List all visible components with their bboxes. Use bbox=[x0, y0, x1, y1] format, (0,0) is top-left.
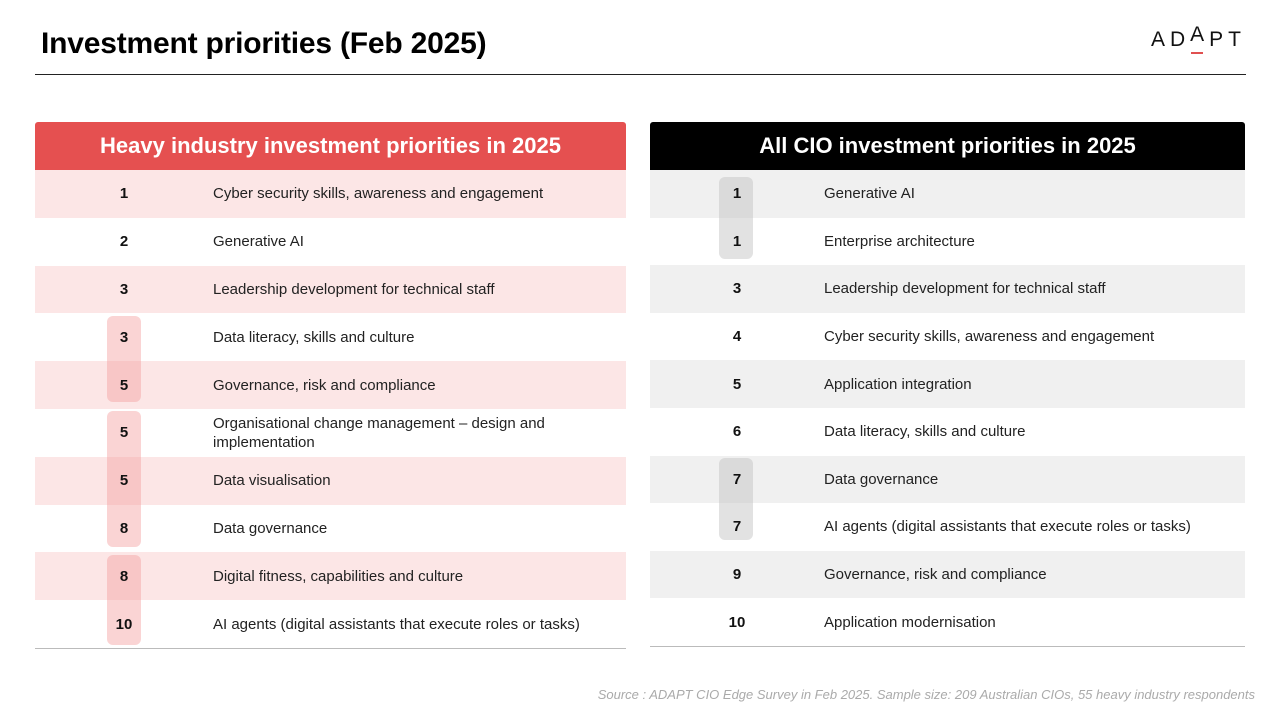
logo-letter: A bbox=[1150, 28, 1170, 51]
priority-label: Data literacy, skills and culture bbox=[213, 328, 415, 346]
tie-highlight bbox=[107, 411, 141, 547]
logo-letter: P bbox=[1209, 28, 1229, 51]
priority-label: Enterprise architecture bbox=[824, 232, 975, 250]
all-cio-panel: All CIO investment priorities in 2025 1 … bbox=[650, 122, 1245, 647]
rank-value: 7 bbox=[732, 518, 742, 536]
rank-value: 7 bbox=[732, 470, 742, 488]
rank-value: 10 bbox=[728, 613, 746, 631]
all-cio-table: 1 Generative AI 1 Enterprise architectur… bbox=[650, 170, 1245, 647]
priority-label: Cyber security skills, awareness and eng… bbox=[824, 328, 1155, 346]
logo-letter-accent: A bbox=[1190, 23, 1209, 54]
priority-label: Data visualisation bbox=[213, 472, 331, 490]
table-row: 8 Data governance bbox=[35, 505, 626, 553]
table-row: 1 Generative AI bbox=[650, 170, 1245, 218]
table-row: 7 Data governance bbox=[650, 455, 1245, 504]
table-row: 3 Data literacy, skills and culture bbox=[35, 313, 626, 361]
priority-label: Application modernisation bbox=[824, 613, 996, 631]
heavy-industry-panel: Heavy industry investment priorities in … bbox=[35, 122, 626, 649]
rank-value: 4 bbox=[732, 328, 742, 346]
rank-value: 3 bbox=[732, 280, 742, 298]
rank-value: 9 bbox=[732, 566, 742, 584]
rank-value: 8 bbox=[119, 519, 129, 537]
rank-value: 1 bbox=[119, 185, 129, 203]
table-row: 2 Generative AI bbox=[35, 218, 626, 266]
tie-highlight bbox=[719, 458, 753, 540]
priority-label: Data governance bbox=[213, 519, 328, 537]
priority-label: Application integration bbox=[824, 375, 972, 393]
logo-accent-bar bbox=[1191, 52, 1204, 54]
adapt-logo: A D A P T bbox=[1150, 23, 1246, 54]
priority-label: Data governance bbox=[824, 470, 939, 488]
title-divider bbox=[35, 74, 1246, 75]
table-bottom-rule bbox=[650, 645, 1245, 647]
priority-label: Generative AI bbox=[213, 233, 304, 251]
rank-value: 5 bbox=[119, 376, 129, 394]
priority-label: Digital fitness, capabilities and cultur… bbox=[213, 567, 464, 585]
priority-label: AI agents (digital assistants that execu… bbox=[824, 518, 1191, 536]
page-title: Investment priorities (Feb 2025) bbox=[41, 27, 487, 60]
tie-highlight bbox=[107, 316, 141, 402]
source-footnote: Source : ADAPT CIO Edge Survey in Feb 20… bbox=[597, 687, 1255, 702]
table-row: 8 Digital fitness, capabilities and cult… bbox=[35, 552, 626, 601]
rank-value: 3 bbox=[119, 328, 129, 346]
rank-value: 5 bbox=[119, 472, 129, 490]
table-row: 1 Cyber security skills, awareness and e… bbox=[35, 170, 626, 218]
table-bottom-rule bbox=[35, 647, 626, 649]
logo-letter: T bbox=[1228, 28, 1246, 51]
table-row: 10 Application modernisation bbox=[650, 598, 1245, 646]
table-row: 3 Leadership development for technical s… bbox=[35, 265, 626, 314]
rank-value: 6 bbox=[732, 423, 742, 441]
table-row: 9 Governance, risk and compliance bbox=[650, 550, 1245, 599]
priority-label: Leadership development for technical sta… bbox=[824, 280, 1106, 298]
heavy-industry-heading: Heavy industry investment priorities in … bbox=[35, 122, 626, 170]
priority-label: Data literacy, skills and culture bbox=[824, 423, 1026, 441]
rank-value: 8 bbox=[119, 567, 129, 585]
rank-value: 5 bbox=[732, 375, 742, 393]
priority-label: AI agents (digital assistants that execu… bbox=[213, 615, 580, 633]
priority-label: Governance, risk and compliance bbox=[824, 566, 1047, 584]
table-row: 3 Leadership development for technical s… bbox=[650, 265, 1245, 313]
rank-value: 10 bbox=[115, 615, 133, 633]
rank-value: 1 bbox=[732, 185, 742, 203]
priority-label: Organisational change management – desig… bbox=[213, 414, 545, 451]
table-row: 5 Application integration bbox=[650, 360, 1245, 408]
table-row: 5 Organisational change management – des… bbox=[35, 409, 626, 457]
priority-label: Cyber security skills, awareness and eng… bbox=[213, 185, 544, 203]
all-cio-heading: All CIO investment priorities in 2025 bbox=[650, 122, 1245, 170]
priority-label: Governance, risk and compliance bbox=[213, 376, 436, 394]
rank-value: 3 bbox=[119, 280, 129, 298]
priority-label: Generative AI bbox=[824, 185, 915, 203]
table-row: 5 Data visualisation bbox=[35, 456, 626, 505]
table-row: 6 Data literacy, skills and culture bbox=[650, 408, 1245, 456]
tie-highlight bbox=[107, 555, 141, 645]
logo-letter: D bbox=[1169, 28, 1191, 51]
rank-value: 5 bbox=[119, 424, 129, 442]
table-row: 10 AI agents (digital assistants that ex… bbox=[35, 600, 626, 648]
heavy-industry-table: 1 Cyber security skills, awareness and e… bbox=[35, 170, 626, 649]
priority-label: Leadership development for technical sta… bbox=[213, 280, 495, 298]
rank-value: 2 bbox=[119, 233, 129, 251]
table-row: 7 AI agents (digital assistants that exe… bbox=[650, 503, 1245, 551]
tie-highlight bbox=[719, 177, 753, 259]
table-row: 1 Enterprise architecture bbox=[650, 218, 1245, 266]
table-row: 5 Governance, risk and compliance bbox=[35, 361, 626, 409]
rank-value: 1 bbox=[732, 232, 742, 250]
table-row: 4 Cyber security skills, awareness and e… bbox=[650, 313, 1245, 361]
logo-letter: A bbox=[1190, 23, 1210, 46]
